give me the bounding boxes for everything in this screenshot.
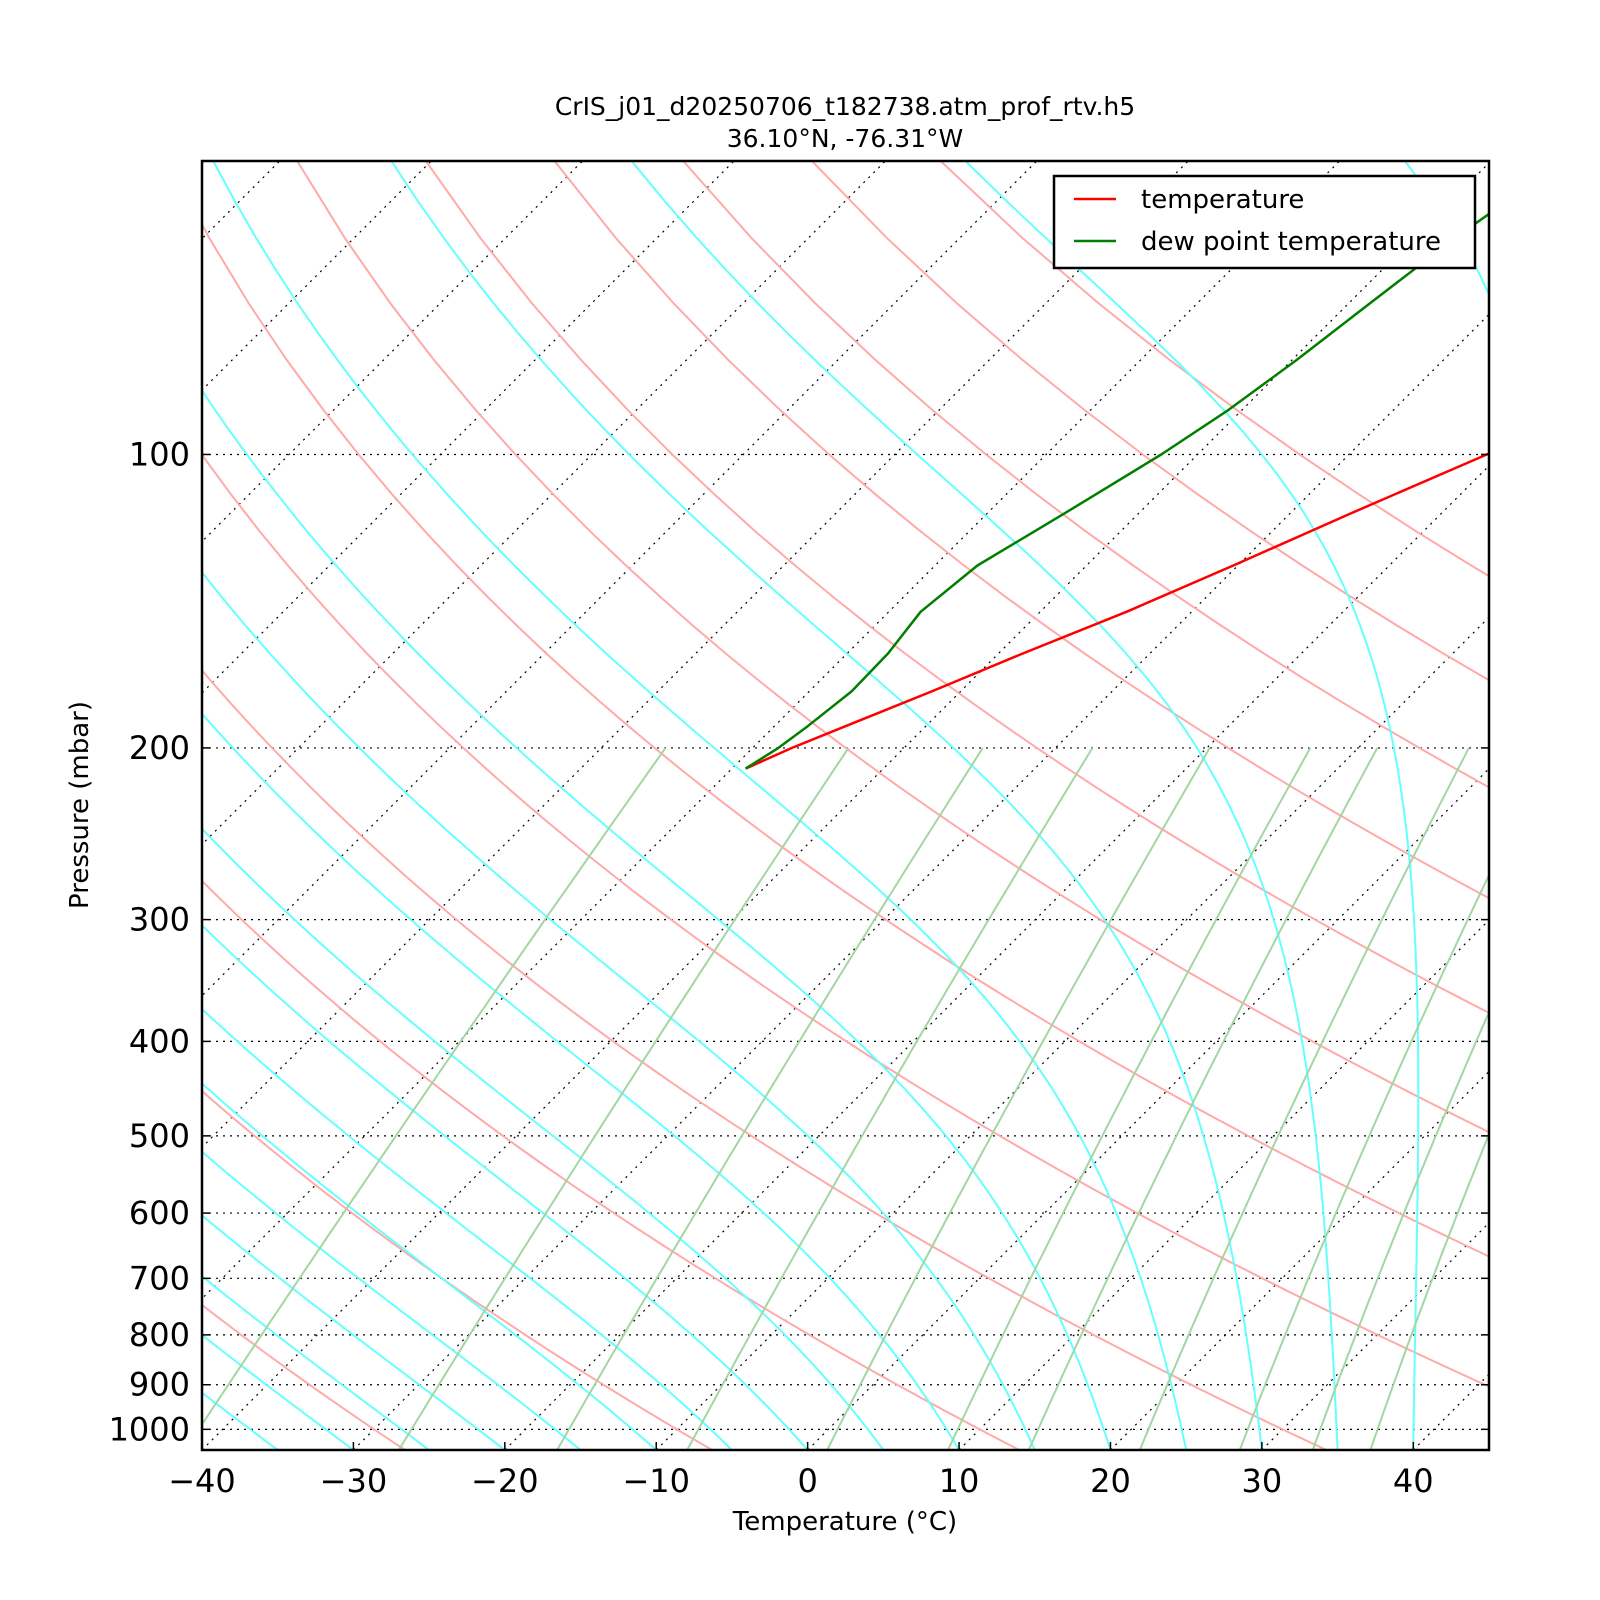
y-axis-label: Pressure (mbar) (65, 701, 95, 909)
moist-adiabat-line (964, 161, 1420, 1450)
y-tick-label: 800 (129, 1316, 190, 1354)
moist-adiabat-line (390, 161, 1263, 1450)
x-tick-label: 40 (1393, 1462, 1434, 1500)
mixing-ratio-line (1311, 1009, 1489, 1450)
x-tick-label: 0 (797, 1462, 817, 1500)
plot-area (202, 161, 1489, 1450)
mixing-ratio-line (947, 747, 1312, 1450)
x-axis-ticks: −40 −30 −20 −10 0 10 20 30 40 (168, 1442, 1434, 1500)
chart-title-line1: CrIS_j01_d20250706_t182738.atm_prof_rtv.… (555, 92, 1135, 121)
plot-frame (200, 159, 1491, 1452)
mixing-ratio-line (556, 747, 984, 1450)
x-tick-label: −30 (320, 1462, 388, 1500)
isotherm-line (655, 616, 1489, 1450)
x-tick-label: −40 (168, 1462, 236, 1500)
dry-adiabat-line (202, 1303, 406, 1450)
mixing-ratio-line (826, 747, 1211, 1450)
legend-label-dew-point: dew point temperature (1141, 227, 1441, 257)
x-tick-label: −20 (471, 1462, 539, 1500)
isotherm-line (202, 161, 1038, 997)
isotherm-line (202, 161, 583, 543)
moist-adiabat-line (202, 1150, 582, 1450)
isotherm-line (202, 161, 1341, 1300)
y-tick-label: 100 (129, 435, 190, 473)
mixing-ratio-line (1138, 747, 1470, 1450)
y-tick-label: 200 (129, 729, 190, 767)
moist-adiabat-line (202, 570, 1036, 1450)
dry-adiabat-line (202, 222, 1489, 1258)
moist-adiabat-line (202, 1214, 506, 1450)
moist-adiabats (202, 161, 1489, 1450)
chart-title-line2: 36.10°N, -76.31°W (727, 124, 963, 153)
moist-adiabat-line (202, 923, 809, 1450)
y-tick-label: 900 (129, 1366, 190, 1404)
dry-adiabat-line (296, 161, 1489, 1134)
isotherm-line (202, 161, 432, 391)
mixing-ratio-line (1369, 1131, 1489, 1450)
dry-adiabat-line (425, 161, 1489, 1015)
moist-adiabat-line (202, 1007, 733, 1450)
y-tick-label: 500 (129, 1117, 190, 1155)
moist-adiabat-line (202, 388, 1112, 1450)
dry-adiabat-line (202, 1089, 713, 1450)
isotherm-line (807, 767, 1489, 1450)
dry-adiabat-line (202, 879, 1020, 1450)
dry-adiabats (202, 161, 1489, 1450)
y-tick-label: 700 (129, 1259, 190, 1297)
x-tick-label: −10 (622, 1462, 690, 1500)
isotherm-line (504, 464, 1489, 1450)
moist-adiabat-line (202, 1333, 354, 1450)
dry-adiabat-line (202, 668, 1327, 1450)
isotherm-line (202, 161, 735, 694)
y-tick-label: 400 (129, 1022, 190, 1060)
data-series (744, 212, 1489, 770)
dew-point-line (744, 212, 1489, 770)
legend: temperature dew point temperature (1052, 174, 1477, 270)
x-tick-label: 30 (1242, 1462, 1283, 1500)
x-axis-label: Temperature (°C) (732, 1507, 957, 1537)
mixing-ratio-line (1238, 872, 1489, 1450)
moist-adiabat-line (212, 161, 1188, 1450)
y-axis-ticks: 100 200 300 400 500 600 700 800 900 1000 (109, 435, 1489, 1448)
legend-label-temperature: temperature (1141, 185, 1304, 215)
y-tick-label: 600 (129, 1194, 190, 1232)
mixing-ratio-line (686, 747, 1094, 1450)
moist-adiabat-line (202, 712, 960, 1450)
legend-box (1052, 174, 1477, 270)
dry-adiabat-line (553, 161, 1489, 900)
dry-adiabat-line (202, 453, 1489, 1388)
y-tick-label: 300 (129, 901, 190, 939)
temperature-line (745, 452, 1489, 770)
moist-adiabat-line (202, 1082, 657, 1450)
isotherm-line (202, 161, 886, 846)
dry-adiabat-line (682, 161, 1489, 789)
x-tick-label: 10 (939, 1462, 980, 1500)
x-tick-label: 20 (1090, 1462, 1131, 1500)
moist-adiabat-line (202, 1274, 430, 1450)
moist-adiabat-line (202, 827, 885, 1450)
mixing-ratio-line (202, 747, 667, 1427)
isotherm-line (352, 313, 1489, 1450)
moist-adiabat-line (630, 161, 1339, 1450)
y-tick-label: 1000 (109, 1410, 190, 1448)
mixing-ratio-line (397, 747, 850, 1450)
mixing-ratio-lines (202, 747, 1489, 1450)
mixing-ratio-line (1027, 747, 1379, 1450)
isotherm-line (202, 161, 1189, 1149)
isotherm-grid (202, 161, 1489, 1450)
